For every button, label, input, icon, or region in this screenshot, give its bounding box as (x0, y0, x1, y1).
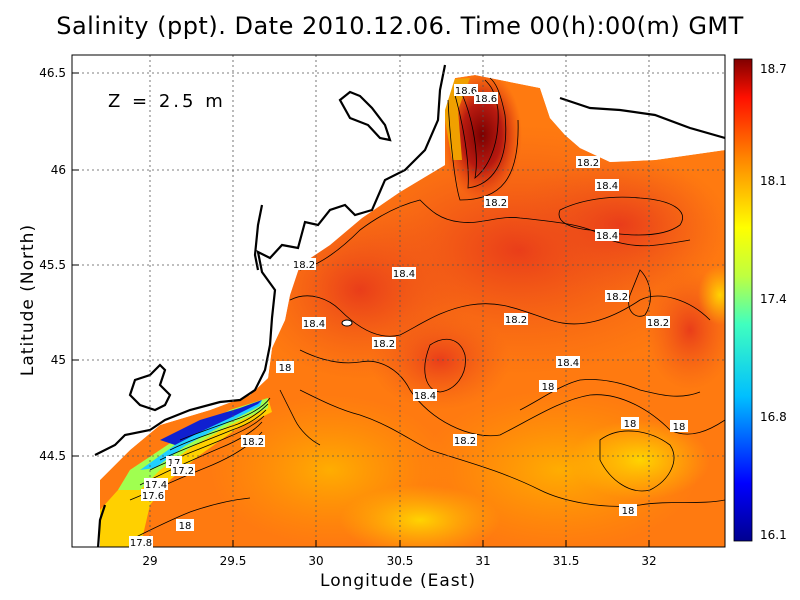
coastline (128, 363, 172, 412)
contour-label: 17.4 (145, 480, 167, 491)
colorbar-tick-label: 18.1 (760, 174, 787, 188)
contour-lines (129, 77, 725, 541)
x-tick-label: 29 (142, 554, 157, 568)
contour-label: 18 (542, 382, 555, 393)
map-title: Salinity (ppt). Date 2010.12.06. Time 00… (56, 12, 744, 40)
contour-label: 17.6 (142, 491, 164, 502)
contour-label: 18.4 (303, 319, 325, 330)
contour-label: 17 (168, 458, 181, 469)
contour-label: 18 (622, 506, 635, 517)
depth-label: Z = 2.5 m (108, 91, 226, 112)
y-tick-label: 45.5 (39, 258, 66, 272)
yellow-zone (340, 485, 500, 547)
contour-label: 18.2 (485, 198, 507, 209)
coastline (338, 90, 392, 142)
x-tick-label: 30.5 (387, 554, 414, 568)
yellow-zone (698, 265, 725, 325)
contour-label: 18.2 (577, 158, 599, 169)
contour-label: 18 (279, 363, 292, 374)
coastline (96, 504, 107, 547)
contour-label: 17.8 (130, 538, 152, 549)
y-tick-label: 44.5 (39, 449, 66, 463)
coastline (94, 64, 447, 456)
contour-label: 18.2 (373, 339, 395, 350)
x-tick-label: 32 (641, 554, 656, 568)
colorbar-tick-label: 17.4 (760, 292, 787, 306)
islet (341, 319, 353, 327)
x-tick-label: 31.5 (553, 554, 580, 568)
contour-label: 18.2 (293, 260, 315, 271)
red-zone (510, 155, 725, 295)
coastline (559, 96, 725, 140)
grid (72, 55, 725, 547)
contour-label: 18.2 (647, 318, 669, 329)
contour-label: 18.2 (454, 436, 476, 447)
contour-label: 18 (673, 422, 686, 433)
contour-label: 18.4 (596, 231, 618, 242)
contour-label: 18.2 (606, 292, 628, 303)
contour-label: 18.6 (475, 94, 497, 105)
contour-label: 18.4 (393, 269, 415, 280)
x-tick-label: 30 (308, 554, 323, 568)
x-tick-label: 31 (475, 554, 490, 568)
colorbar (733, 58, 753, 542)
freshwater-plume (160, 400, 262, 445)
y-tick-label: 45 (51, 353, 66, 367)
contour-label: 18.2 (242, 437, 264, 448)
x-tick-label: 29.5 (220, 554, 247, 568)
contour-label: 18.4 (596, 181, 618, 192)
contour-label: 18.2 (505, 315, 527, 326)
freshwater-plume (140, 400, 262, 470)
coastline (253, 204, 264, 271)
contour-label: 17.2 (172, 466, 194, 477)
y-tick-label: 46.5 (39, 66, 66, 80)
x-axis-title: Longitude (East) (320, 571, 476, 591)
freshwater-plume (100, 398, 272, 547)
contour-label: 18.4 (557, 358, 579, 369)
y-axis-title: Latitude (North) (18, 224, 38, 376)
y-tick-label: 46 (51, 163, 66, 177)
land-north (72, 55, 725, 547)
colorbar-tick-label: 18.7 (760, 62, 787, 76)
colorbar-tick-label: 16.1 (760, 528, 787, 542)
plot-frame (71, 54, 726, 548)
colorbar-tick-label: 16.8 (760, 410, 787, 424)
contour-label: 18 (179, 521, 192, 532)
contour-label: 18.6 (455, 86, 477, 97)
contour-label: 18 (624, 419, 637, 430)
tick-marks (72, 72, 650, 547)
yellow-zone (570, 420, 710, 500)
contour-labels: 18.6 18.6 18.2 18.4 18.2 18.4 18.4 18.2 … (129, 84, 688, 549)
red-zone (370, 310, 510, 410)
contour-label: 18.4 (414, 391, 436, 402)
